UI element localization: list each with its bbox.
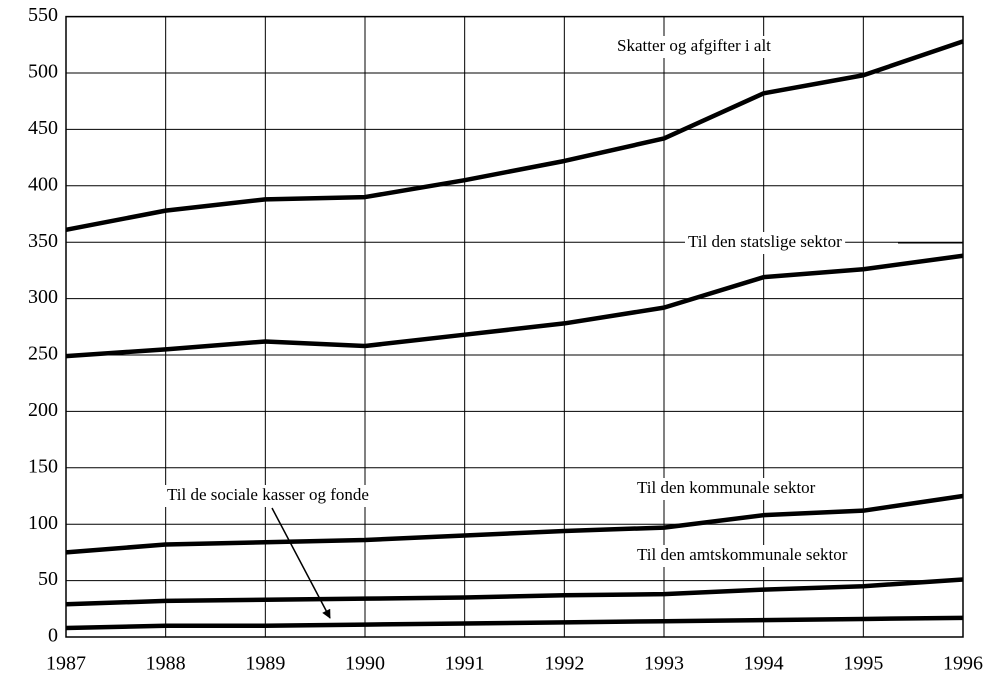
series-label: Til den amtskommunale sektor xyxy=(637,545,848,564)
label-background xyxy=(164,485,372,507)
y-tick-label: 500 xyxy=(28,61,58,83)
series-line xyxy=(65,577,964,607)
x-tick-label: 1996 xyxy=(943,653,983,675)
series-label: Til den kommunale sektor xyxy=(637,478,816,497)
annotation-arrow xyxy=(271,507,331,619)
plot-frame xyxy=(65,15,964,638)
series-label: Til de sociale kasser og fonde xyxy=(167,485,369,504)
x-tick-label: 1993 xyxy=(644,653,684,675)
y-tick-label: 250 xyxy=(28,343,58,365)
series-line xyxy=(65,493,964,555)
series-line xyxy=(65,615,964,631)
label-background xyxy=(634,478,819,500)
y-tick-label: 550 xyxy=(28,4,58,26)
x-tick-label: 1989 xyxy=(245,653,285,675)
x-tick-label: 1994 xyxy=(744,653,784,675)
y-tick-label: 300 xyxy=(28,286,58,308)
series-label: Til den statslige sektor xyxy=(688,232,842,251)
y-tick-label: 0 xyxy=(48,625,58,647)
x-tick-label: 1995 xyxy=(843,653,883,675)
label-background xyxy=(614,36,775,58)
x-tick-label: 1988 xyxy=(146,653,186,675)
x-tick-label: 1991 xyxy=(445,653,485,675)
series-label: Skatter og afgifter i alt xyxy=(617,36,771,55)
y-tick-label: 200 xyxy=(28,399,58,421)
x-tick-label: 1992 xyxy=(544,653,584,675)
x-tick-label: 1990 xyxy=(345,653,385,675)
y-tick-label: 400 xyxy=(28,173,58,195)
y-tick-label: 350 xyxy=(28,230,58,252)
series-line xyxy=(65,253,964,359)
series-line xyxy=(65,39,964,233)
x-tick-label: 1987 xyxy=(46,653,86,675)
y-tick-label: 50 xyxy=(38,568,58,590)
y-tick-label: 150 xyxy=(28,455,58,477)
y-tick-label: 100 xyxy=(28,512,58,534)
label-background xyxy=(634,545,851,567)
label-background xyxy=(685,232,846,254)
y-tick-label: 450 xyxy=(28,117,58,139)
